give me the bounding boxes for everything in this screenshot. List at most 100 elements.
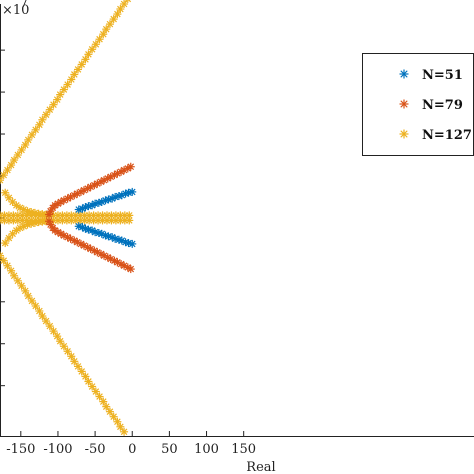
data-point <box>56 90 65 99</box>
data-point <box>91 228 100 237</box>
data-point <box>113 417 122 426</box>
data-point <box>102 25 111 34</box>
series-n-79 <box>45 162 135 274</box>
data-point <box>105 20 114 29</box>
data-point <box>84 50 93 59</box>
data-point <box>3 261 12 270</box>
data-point <box>0 251 4 260</box>
legend-label: N=127 <box>422 128 472 143</box>
x-axis-title: Real <box>246 460 275 474</box>
data-point <box>77 60 86 69</box>
plot-markers <box>0 0 137 436</box>
data-point <box>31 125 40 134</box>
data-point <box>95 392 104 401</box>
data-point <box>31 301 40 310</box>
data-point <box>13 276 22 285</box>
data-point <box>120 427 129 436</box>
data-point <box>45 105 54 114</box>
legend-label: N=79 <box>422 98 463 113</box>
data-point <box>21 286 30 295</box>
legend-box <box>362 53 474 156</box>
x-tick-label: 150 <box>231 442 256 457</box>
data-point <box>116 5 125 14</box>
data-point <box>35 120 44 129</box>
data-point <box>13 150 22 159</box>
data-point <box>59 85 68 94</box>
multiplier-exponent: 7 <box>20 0 28 11</box>
data-point <box>24 135 33 144</box>
data-point <box>70 357 79 366</box>
data-point <box>95 35 104 44</box>
legend-marker <box>399 129 409 139</box>
data-point <box>120 0 129 8</box>
data-point <box>116 422 125 431</box>
data-point <box>128 187 137 196</box>
data-point <box>56 337 65 346</box>
data-point <box>10 271 19 280</box>
data-point <box>27 130 36 139</box>
data-point <box>84 377 93 386</box>
series-n-127 <box>0 0 134 436</box>
x-axis-ticks: -150 -100 -50 0 50 100 150 <box>6 431 256 457</box>
data-point <box>42 317 51 326</box>
data-point <box>77 367 86 376</box>
data-point <box>105 407 114 416</box>
multiplier-base: ×10 <box>2 3 29 18</box>
data-point <box>38 312 47 321</box>
data-point <box>109 412 118 421</box>
data-point <box>42 110 51 119</box>
x-tick-label: -100 <box>43 442 72 457</box>
data-point <box>38 115 47 124</box>
data-point <box>0 256 8 265</box>
data-point <box>17 145 26 154</box>
data-point <box>88 382 97 391</box>
data-point <box>120 261 129 270</box>
data-point <box>125 216 134 225</box>
x-tick-label: 100 <box>194 442 219 457</box>
data-point <box>24 291 33 300</box>
x-tick-label: -50 <box>85 442 106 457</box>
data-point <box>27 296 36 305</box>
data-point <box>102 402 111 411</box>
data-point <box>81 372 90 381</box>
data-point <box>113 10 122 19</box>
y-multiplier: ×10 7 <box>2 0 29 18</box>
x-tick-label: -150 <box>6 442 35 457</box>
data-point <box>88 45 97 54</box>
data-point <box>10 156 19 165</box>
data-point <box>1 239 10 248</box>
data-point <box>63 80 72 89</box>
legend-marker <box>399 69 409 79</box>
legend: N=51 N=79 N=127 <box>362 53 474 156</box>
data-point <box>63 347 72 356</box>
data-point <box>3 166 12 175</box>
data-point <box>30 218 39 227</box>
legend-label: N=51 <box>422 68 463 83</box>
data-point <box>49 327 58 336</box>
data-point <box>91 40 100 49</box>
data-point <box>53 332 62 341</box>
data-point <box>0 171 8 180</box>
data-point <box>0 176 4 185</box>
data-point <box>74 65 83 74</box>
data-point <box>126 265 135 274</box>
data-point <box>124 0 132 3</box>
data-point <box>74 362 83 371</box>
data-point <box>109 15 118 24</box>
data-point <box>88 226 97 235</box>
x-tick-label: 50 <box>161 442 178 457</box>
series-n-51 <box>74 187 137 248</box>
data-point <box>49 100 58 109</box>
data-point <box>17 281 26 290</box>
data-point <box>91 387 100 396</box>
data-point <box>70 70 79 79</box>
data-point <box>59 342 68 351</box>
data-point <box>45 322 54 331</box>
data-point <box>126 162 135 171</box>
data-point <box>81 55 90 64</box>
x-tick-label: 0 <box>128 442 136 457</box>
data-point <box>1 188 10 197</box>
legend-marker <box>399 99 409 109</box>
data-point <box>128 239 137 248</box>
